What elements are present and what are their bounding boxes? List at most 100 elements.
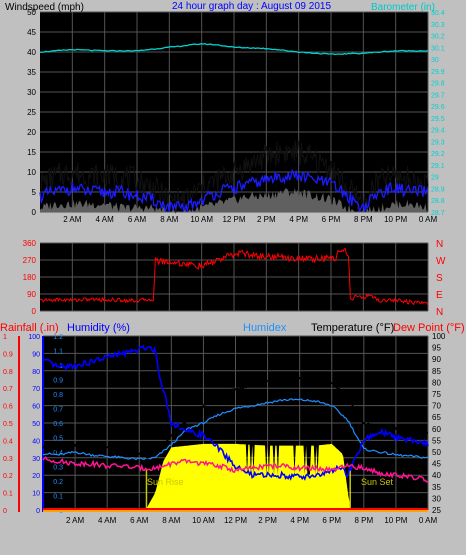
humidex-tick-label: 0.5 bbox=[53, 436, 63, 443]
wind-left-tick-label: 35 bbox=[27, 68, 36, 77]
wind-left-tick-label: 20 bbox=[27, 128, 36, 137]
humidex-tick-label: 0.2 bbox=[53, 479, 63, 486]
humidex-tick-label: 1.2 bbox=[53, 334, 63, 341]
temperature-tick-label: 85 bbox=[432, 367, 441, 376]
temperature-label: Temperature (°F) bbox=[311, 322, 394, 334]
barometer-tick-label: 29 bbox=[431, 175, 439, 182]
humidity-label: Humidity (%) bbox=[67, 322, 130, 334]
wind-time-tick-label: 12 PM bbox=[222, 215, 245, 224]
humidex-tick-label: 0.7 bbox=[53, 407, 63, 414]
windspeed-label: Windspeed (mph) bbox=[5, 2, 84, 13]
wind-time-tick-label: 4 AM bbox=[96, 215, 115, 224]
wind-left-tick-label: 30 bbox=[27, 88, 36, 97]
humidex-tick-label: 0.9 bbox=[53, 378, 63, 385]
temp-time-tick-label: 0 AM bbox=[419, 516, 438, 525]
humidity-tick-label: 30 bbox=[32, 456, 40, 463]
temp-time-tick-label: 8 PM bbox=[354, 516, 373, 525]
barometer-tick-label: 29.5 bbox=[431, 116, 445, 123]
barometer-tick-label: 28.9 bbox=[431, 186, 445, 193]
rainfall-tick-label: 0.6 bbox=[3, 404, 13, 411]
wind-left-tick-label: 5 bbox=[32, 188, 37, 197]
humidity-tick-label: 20 bbox=[32, 473, 40, 480]
barometer-tick-label: 29.2 bbox=[431, 151, 445, 158]
dir-left-tick-label: 180 bbox=[23, 273, 37, 282]
humidity-tick-label: 100 bbox=[28, 334, 40, 341]
dir-left-tick-label: 360 bbox=[23, 239, 37, 248]
temp-time-tick-label: 2 AM bbox=[66, 516, 85, 525]
humidex-tick-label: 1 bbox=[59, 363, 63, 370]
wind-low-area bbox=[40, 188, 428, 212]
temperature-tick-label: 100 bbox=[432, 332, 446, 341]
temperature-tick-label: 75 bbox=[432, 390, 441, 399]
temp-time-tick-label: 10 AM bbox=[192, 516, 215, 525]
direction-line bbox=[39, 248, 429, 306]
wind-left-tick-label: 40 bbox=[27, 48, 36, 57]
wind-chart: 0 5 10 15 20 25 30 35 40 45 50 2 AM 4 AM 6 AM 8 AM 10 A… bbox=[27, 8, 445, 224]
temp-time-tick-label: 10 PM bbox=[384, 516, 407, 525]
wind-left-tick-label: 10 bbox=[27, 168, 36, 177]
temperature-tick-label: 35 bbox=[432, 483, 441, 492]
wind-time-tick-label: 10 PM bbox=[384, 215, 407, 224]
wind-avg-line bbox=[39, 168, 429, 213]
temperature-tick-label: 55 bbox=[432, 436, 441, 445]
wind-time-tick-label: 6 AM bbox=[128, 215, 147, 224]
wind-time-tick-label: 2 AM bbox=[63, 215, 82, 224]
barometer-tick-label: 30.4 bbox=[431, 10, 445, 17]
temperature-tick-label: 70 bbox=[432, 402, 441, 411]
wind-time-tick-label: 0 AM bbox=[419, 215, 438, 224]
direction-chart: 0 N 90 E 180 S 270 W 360 N bbox=[23, 239, 446, 318]
barometer-label: Barometer (in) bbox=[371, 2, 435, 13]
humidity-tick-label: 50 bbox=[32, 421, 40, 428]
dir-left-tick-label: 0 bbox=[32, 307, 37, 316]
barometer-tick-label: 29.6 bbox=[431, 104, 445, 111]
barometer-tick-label: 28.8 bbox=[431, 198, 445, 205]
wind-left-tick-label: 25 bbox=[27, 108, 36, 117]
temperature-line bbox=[42, 375, 429, 459]
temp-time-tick-label: 4 AM bbox=[98, 516, 117, 525]
barometer-line bbox=[39, 42, 429, 56]
graph-title: 24 hour graph day : August 09 2015 bbox=[172, 1, 331, 12]
humidity-tick-label: 80 bbox=[32, 369, 40, 376]
rainfall-tick-label: 0 bbox=[3, 508, 7, 515]
temp-time-tick-label: 6 AM bbox=[130, 516, 149, 525]
humidex-tick-label: 0.8 bbox=[53, 392, 63, 399]
humidity-tick-label: 40 bbox=[32, 438, 40, 445]
temperature-tick-label: 80 bbox=[432, 378, 441, 387]
temperature-tick-label: 40 bbox=[432, 471, 441, 480]
solar-area bbox=[43, 443, 428, 510]
barometer-tick-label: 29.8 bbox=[431, 81, 445, 88]
humidex-tick-label: 1.1 bbox=[53, 349, 63, 356]
wind-time-tick-label: 8 AM bbox=[160, 215, 179, 224]
temperature-tick-label: 30 bbox=[432, 494, 441, 503]
wind-time-tick-label: 2 PM bbox=[257, 215, 276, 224]
dir-left-tick-label: 90 bbox=[27, 290, 36, 299]
rainfall-tick-label: 0.5 bbox=[3, 421, 13, 428]
temperature-tick-label: 50 bbox=[432, 448, 441, 457]
humidity-tick-label: 0 bbox=[36, 508, 40, 515]
wind-time-tick-label: 6 PM bbox=[322, 215, 341, 224]
rainfall-tick-label: 0.8 bbox=[3, 369, 13, 376]
temperature-tick-label: 90 bbox=[432, 355, 441, 364]
dir-compass-label: W bbox=[436, 256, 446, 267]
temperature-tick-label: 25 bbox=[432, 506, 441, 515]
humidity-tick-label: 60 bbox=[32, 404, 40, 411]
barometer-tick-label: 29.7 bbox=[431, 92, 445, 99]
dir-compass-label: N bbox=[436, 239, 443, 250]
temperature-tick-label: 45 bbox=[432, 460, 441, 469]
barometer-tick-label: 30 bbox=[431, 57, 439, 64]
temp-time-tick-label: 8 AM bbox=[162, 516, 181, 525]
temperature-tick-label: 95 bbox=[432, 344, 441, 353]
humidex-label: Humidex bbox=[243, 322, 287, 334]
barometer-tick-label: 29.1 bbox=[431, 163, 445, 170]
barometer-tick-label: 28.7 bbox=[431, 210, 445, 217]
humidity-tick-label: 10 bbox=[32, 491, 40, 498]
humidex-tick-label: 0.3 bbox=[53, 465, 63, 472]
wind-time-tick-label: 8 PM bbox=[354, 215, 373, 224]
dir-compass-label: S bbox=[436, 273, 443, 284]
sunrise-label: Sun Rise bbox=[147, 477, 184, 487]
barometer-tick-label: 29.9 bbox=[431, 69, 445, 76]
humidity-line bbox=[42, 344, 429, 481]
temp-chart: 0 0 0.1 10 0.2 20 0.3 30 0.4 40 0.5 50 0.6 60 0.7 70 0.8… bbox=[3, 332, 446, 525]
